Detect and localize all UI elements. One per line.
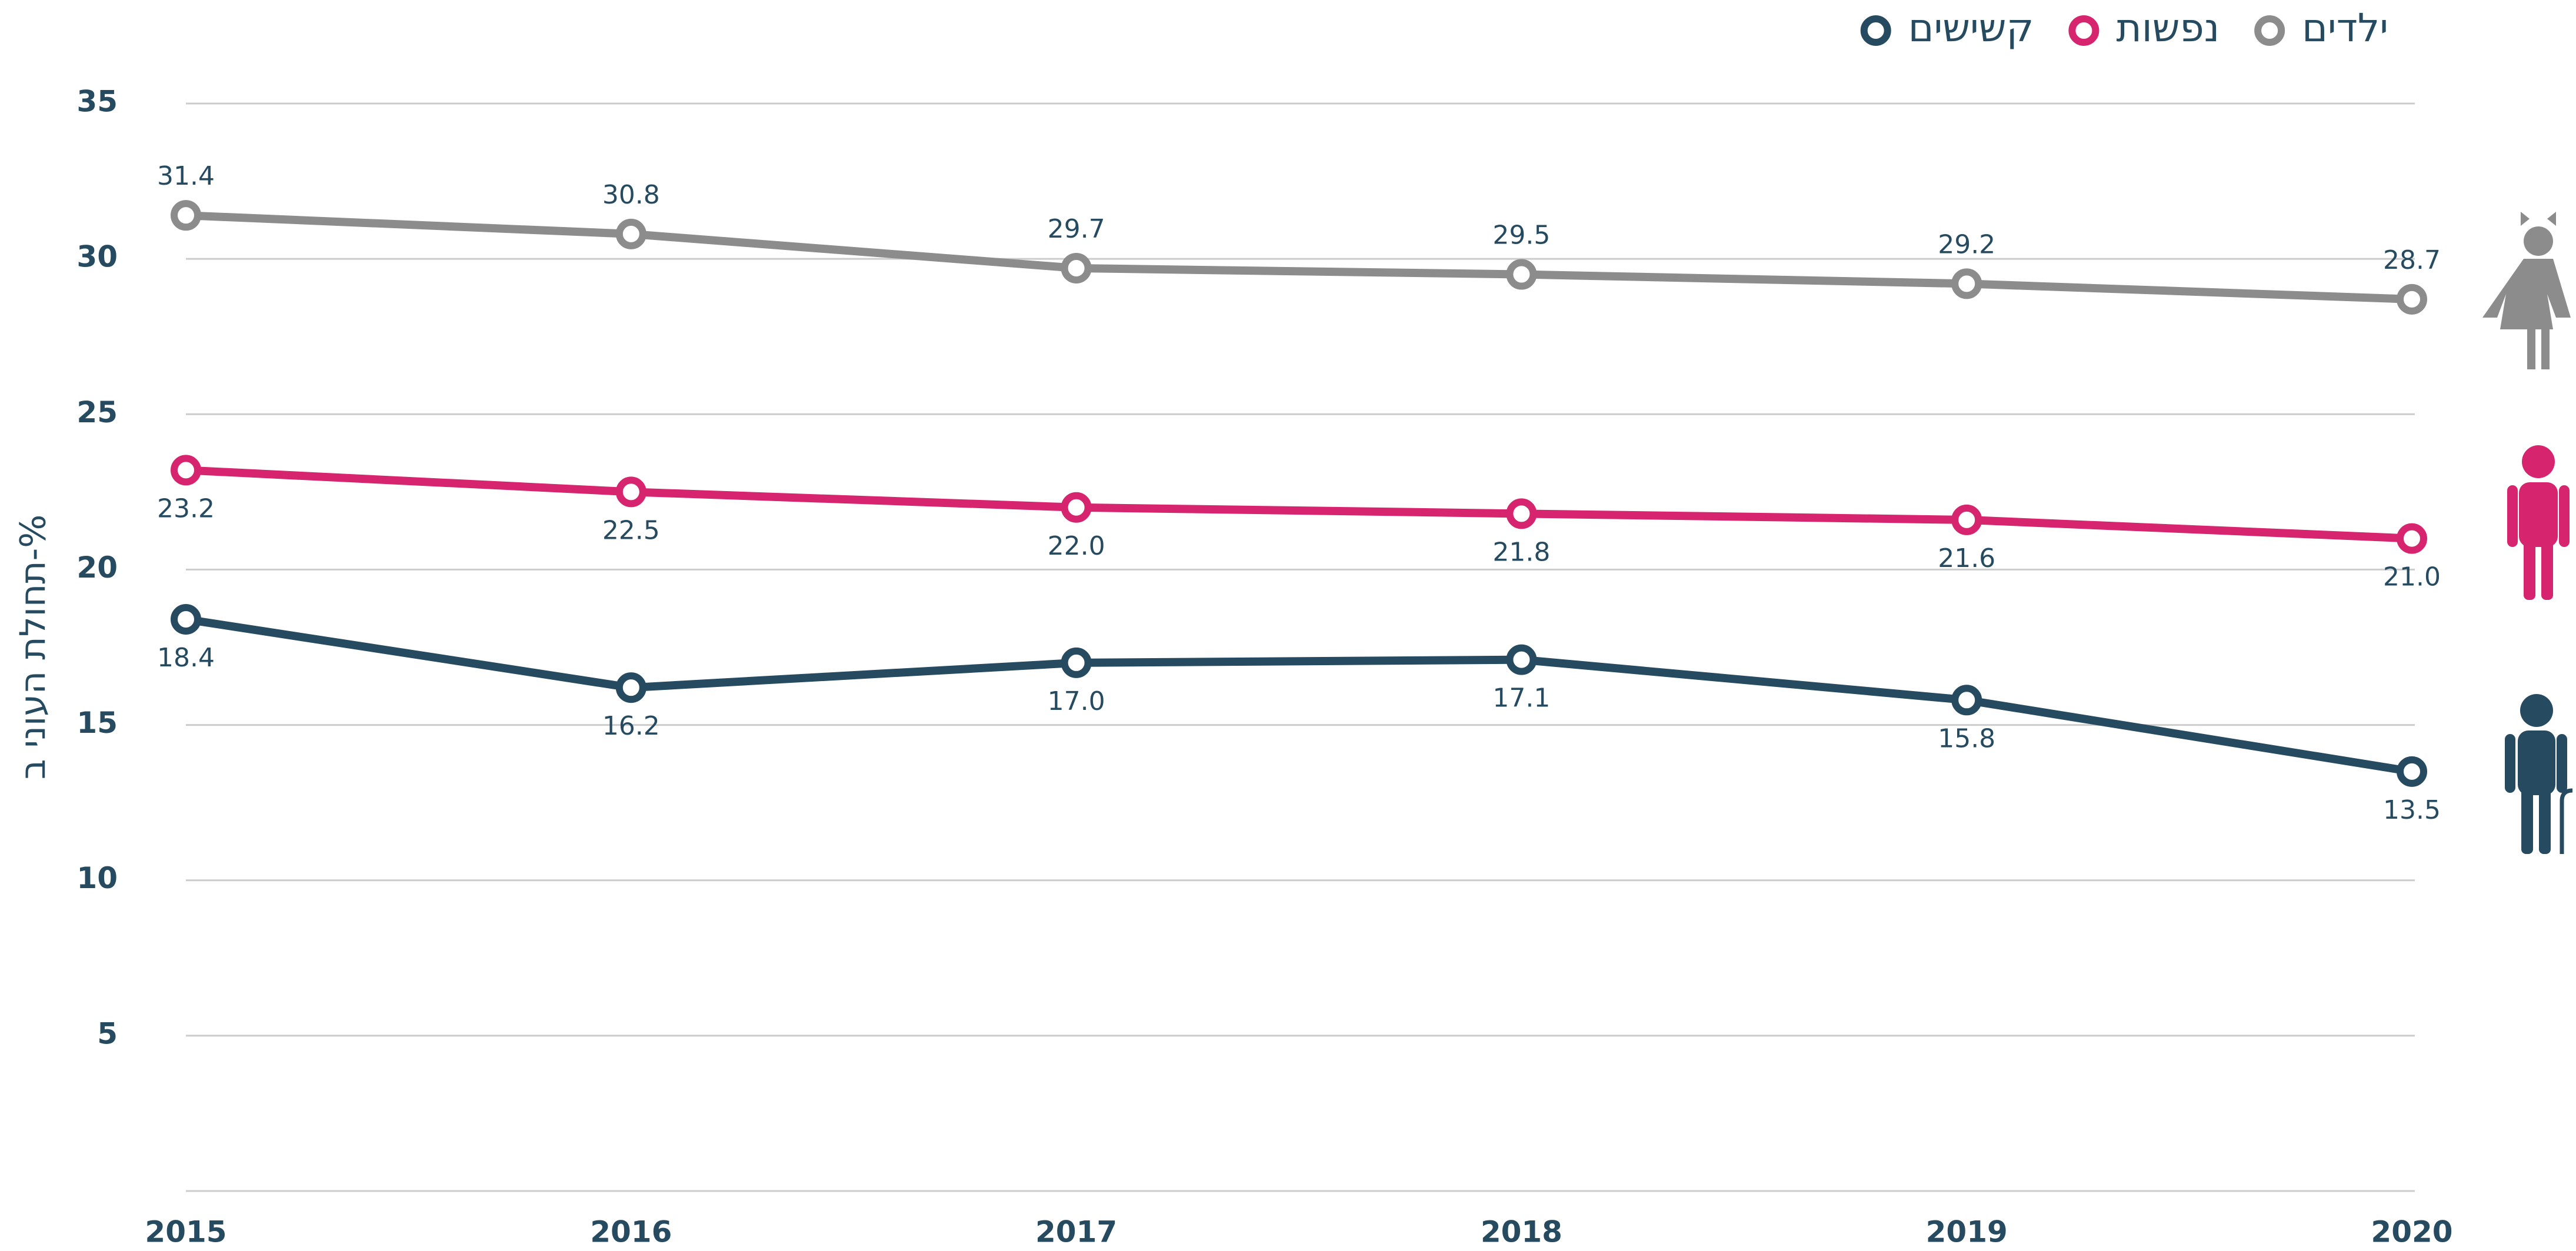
point-marker [1506, 259, 1537, 290]
series-line [185, 466, 2412, 543]
data-label: 21.6 [1938, 543, 1995, 573]
point-marker [1951, 268, 1982, 299]
point-marker [615, 476, 647, 508]
point-marker [1061, 492, 1092, 523]
adult-icon [2507, 445, 2570, 600]
point-marker [171, 455, 201, 486]
y-axis-title: תחולת העוני ב-% [13, 515, 54, 780]
data-label: 13.5 [2383, 795, 2441, 825]
point-marker [1061, 647, 1092, 678]
data-label: 16.2 [602, 711, 660, 741]
point-marker [1506, 644, 1537, 675]
x-tick-label: 2018 [1481, 1215, 1562, 1249]
y-tick-label: 30 [76, 240, 118, 274]
point-marker [1951, 504, 1982, 535]
point-marker [1951, 685, 1982, 716]
data-label: 29.2 [1938, 229, 1995, 259]
point-marker [171, 603, 201, 635]
point-marker [2397, 283, 2427, 315]
point-marker [615, 218, 647, 249]
legend-label: קשישים [1908, 5, 2034, 51]
data-label: 15.8 [1938, 723, 1995, 753]
y-tick-label: 15 [76, 706, 118, 740]
legend-label: ילדים [2302, 5, 2388, 51]
data-label: 22.0 [1048, 531, 1105, 561]
x-tick-label: 2015 [145, 1215, 226, 1249]
point-marker [2397, 523, 2427, 554]
data-label: 29.5 [1492, 221, 1550, 251]
data-label: 21.0 [2383, 562, 2441, 592]
y-tick-label: 25 [76, 395, 118, 429]
point-marker [1061, 252, 1092, 283]
series-line [185, 211, 2412, 303]
data-label: 23.2 [157, 493, 215, 523]
legend-label: נפשות [2116, 5, 2220, 51]
series-line [185, 615, 2413, 776]
y-tick-label: 35 [76, 85, 118, 119]
data-label: 17.0 [1048, 686, 1105, 716]
y-tick-label: 10 [76, 861, 118, 895]
x-tick-label: 2019 [1926, 1215, 2008, 1249]
y-tick-label: 20 [76, 551, 118, 585]
data-label: 31.4 [157, 161, 215, 191]
data-label: 18.4 [157, 643, 215, 673]
point-marker [1506, 498, 1537, 529]
legend-marker [1860, 15, 1891, 46]
legend-marker [2068, 15, 2100, 46]
x-tick-label: 2016 [590, 1215, 672, 1249]
data-label: 22.5 [602, 515, 660, 545]
point-marker [171, 200, 201, 231]
point-marker [2397, 756, 2427, 787]
data-label: 21.8 [1492, 537, 1550, 567]
legend-marker [2254, 15, 2285, 46]
point-marker [615, 672, 647, 703]
elderly-icon [2505, 694, 2573, 854]
data-label: 30.8 [602, 180, 660, 210]
y-tick-label: 5 [97, 1016, 118, 1050]
data-label: 29.7 [1048, 214, 1105, 244]
child-icon [2482, 212, 2571, 369]
data-label: 28.7 [2383, 245, 2441, 275]
x-tick-label: 2020 [2371, 1215, 2452, 1249]
data-label: 17.1 [1492, 683, 1550, 713]
x-tick-label: 2017 [1035, 1215, 1117, 1249]
